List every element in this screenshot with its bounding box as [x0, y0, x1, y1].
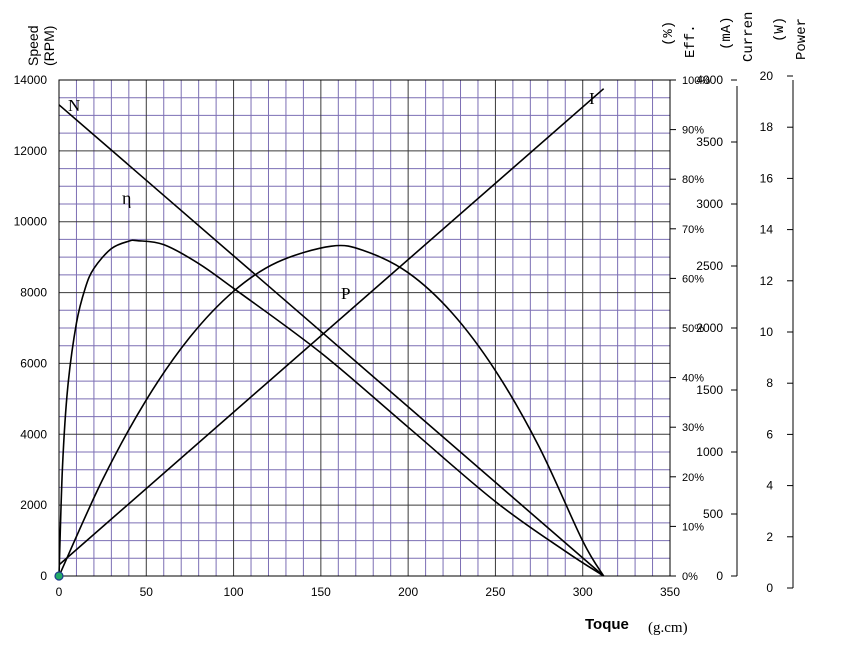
power-tick-label: 2	[766, 530, 773, 544]
power-tick-label: 4	[766, 479, 773, 493]
x-tick-label: 250	[485, 585, 505, 599]
current-tick-label: 4000	[696, 73, 723, 87]
eff-tick-label: 90%	[682, 125, 704, 137]
power-tick-label: 8	[766, 376, 773, 390]
eff-tick-label: 60%	[682, 273, 704, 285]
series-label-p: P	[341, 284, 350, 303]
speed-tick-label: 14000	[14, 73, 48, 87]
power-tick-label: 18	[760, 120, 774, 134]
x-tick-label: 150	[311, 585, 331, 599]
speed-axis-label: Speed(RPM)	[25, 26, 57, 66]
current-tick-label: 500	[703, 507, 723, 521]
axes: 02000400060008000100001200014000Speed(RP…	[14, 12, 810, 636]
x-tick-label: 0	[56, 585, 63, 599]
grid	[58, 79, 671, 577]
x-axis-label: Toque	[585, 616, 629, 633]
power-tick-label: 12	[760, 274, 774, 288]
power-tick-label: 16	[760, 171, 774, 185]
x-tick-label: 50	[140, 585, 154, 599]
series-label-i: I	[589, 89, 595, 108]
eff-tick-label: 40%	[682, 373, 704, 385]
power-tick-label: 20	[760, 69, 774, 83]
series-line-i	[58, 88, 605, 566]
eff-tick-label: 50%	[682, 323, 704, 335]
series-line-n	[58, 104, 605, 577]
current-tick-label: 2500	[696, 259, 723, 273]
eff-tick-label: 10%	[682, 521, 704, 533]
series-label-eta: η	[122, 188, 131, 208]
power-tick-label: 10	[760, 325, 774, 339]
power-tick-label: 0	[766, 581, 773, 595]
x-axis-unit: (g.cm)	[648, 620, 688, 636]
speed-tick-label: 10000	[14, 215, 48, 229]
speed-tick-label: 8000	[20, 286, 47, 300]
x-tick-label: 350	[660, 585, 680, 599]
current-tick-label: 0	[716, 569, 723, 583]
current-axis-unit: (mA)	[719, 16, 735, 50]
current-tick-label: 1500	[696, 383, 723, 397]
speed-axis-label-line1: Speed	[25, 26, 41, 66]
curves	[54, 88, 605, 581]
speed-axis-label-line2: (RPM)	[41, 26, 57, 66]
speed-tick-label: 2000	[20, 498, 47, 512]
current-tick-label: 2000	[696, 321, 723, 335]
eff-tick-label: 30%	[682, 422, 704, 434]
eff-tick-label: 0%	[682, 571, 698, 583]
eff-axis-label: Eff.	[683, 24, 699, 58]
x-tick-label: 200	[398, 585, 418, 599]
series-line-eta	[58, 239, 605, 577]
current-tick-label: 3000	[696, 197, 723, 211]
power-axis-unit: (W)	[772, 17, 788, 42]
current-axis-label: Curren	[741, 12, 757, 62]
x-tick-label: 300	[573, 585, 593, 599]
eff-tick-label: 80%	[682, 174, 704, 186]
eff-axis-unit: (%)	[661, 21, 677, 46]
current-tick-label: 3500	[696, 135, 723, 149]
labels: N I Pη	[68, 89, 595, 303]
speed-tick-label: 0	[40, 569, 47, 583]
current-tick-label: 1000	[696, 445, 723, 459]
series-label-n: N	[68, 96, 80, 115]
speed-tick-label: 12000	[14, 144, 48, 158]
eff-tick-label: 20%	[682, 472, 704, 484]
origin-marker	[54, 571, 64, 581]
power-axis-label: Power	[794, 18, 810, 60]
power-tick-label: 14	[760, 223, 774, 237]
eff-tick-label: 100%	[682, 75, 710, 87]
x-tick-label: 100	[224, 585, 244, 599]
eff-tick-label: 70%	[682, 224, 704, 236]
power-tick-label: 6	[766, 427, 773, 441]
speed-tick-label: 4000	[20, 427, 47, 441]
speed-tick-label: 6000	[20, 356, 47, 370]
series-line-p	[58, 244, 605, 577]
